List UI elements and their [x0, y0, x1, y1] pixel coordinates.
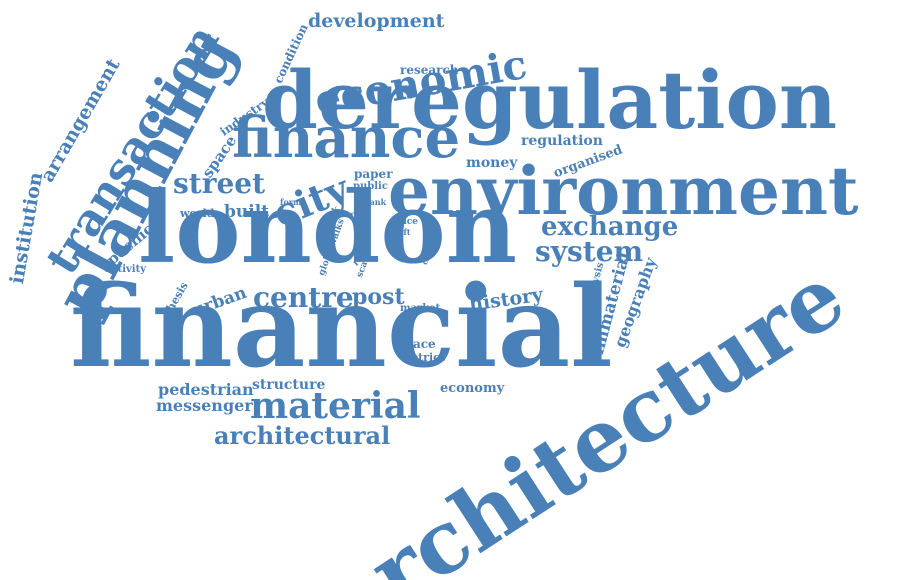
word-office: office [390, 217, 419, 227]
word-built: built [224, 202, 270, 222]
word-shift: shift [390, 227, 411, 237]
word-regulation: regulation [521, 133, 603, 149]
word-deregulation: deregulation [262, 53, 838, 147]
word-exchange: exchange [541, 212, 679, 242]
word-economy: economy [440, 381, 505, 396]
word-system: system [535, 235, 644, 268]
word-paper: paper [354, 167, 393, 181]
word-street: street [173, 167, 266, 200]
word-public: public [353, 181, 388, 192]
word-london: london [138, 171, 517, 286]
word-financial: financial [70, 262, 613, 393]
word-world: world [180, 207, 215, 220]
word-money: money [466, 155, 518, 171]
word-place: place [400, 337, 436, 351]
word-district: district [400, 351, 445, 364]
word-development: development [308, 10, 445, 32]
word-environment: environment [388, 152, 859, 230]
word-post: post [352, 284, 405, 310]
word-face: face [350, 211, 369, 221]
word-market: market [400, 303, 441, 314]
word-messenger: messenger [156, 396, 253, 415]
word-centre: centre [253, 281, 354, 314]
word-structure: structure [252, 377, 326, 393]
word-architectural: architectural [214, 421, 391, 450]
word-research: research [400, 63, 459, 77]
word-bank: bank [364, 197, 387, 207]
word-finance: finance [232, 105, 461, 171]
word-institution: institution [6, 170, 48, 286]
word-activity: activity [105, 264, 147, 275]
word-form: form [280, 197, 302, 207]
word-pedestrian: pedestrian [158, 380, 254, 399]
word-material: material [250, 385, 421, 427]
